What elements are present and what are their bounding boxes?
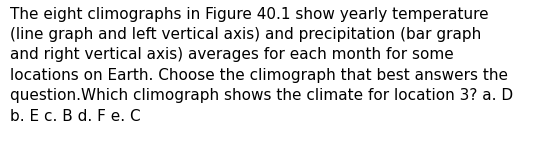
Text: The eight climographs in Figure 40.1 show yearly temperature
(line graph and lef: The eight climographs in Figure 40.1 sho… [10,7,513,124]
